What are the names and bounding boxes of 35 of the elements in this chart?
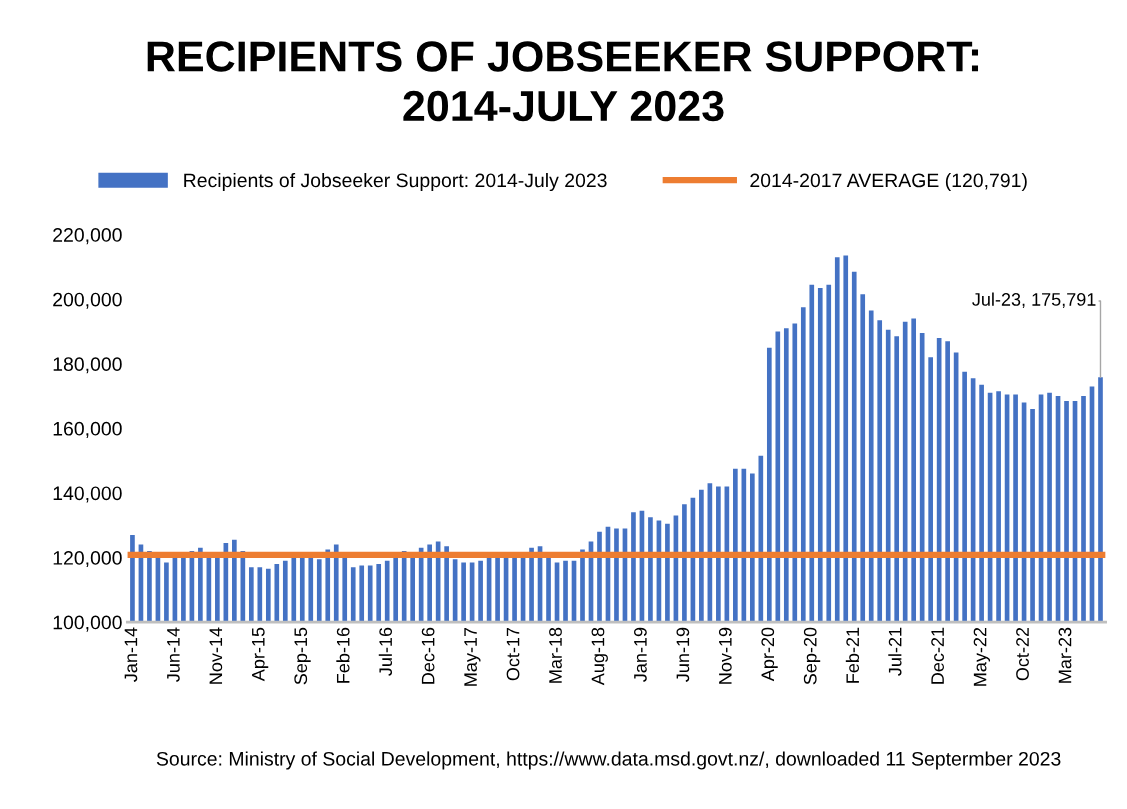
x-tick-label: Apr-15 [252,627,269,682]
x-tick-label: Feb-16 [336,627,350,683]
x-tick-label: Apr-20 [761,627,778,682]
x-tick-label: Jan-14 [124,627,138,682]
x-tick-label: Dec-16 [421,627,435,684]
y-tick-label: 140,000 [53,486,122,503]
x-tick-label: Nov-14 [209,627,223,684]
x-tick-label: Mar-23 [1058,627,1072,683]
y-tick-label: 220,000 [53,228,122,245]
y-tick-label: 100,000 [53,615,122,632]
data-label: Jul-23, 175,791 [972,292,1096,308]
x-tick-label: Aug-18 [591,627,608,686]
source-note: Source: Ministry of Social Development, https://www.data.msd.govt.nz/, downloaded 11 Septermber 2023 [156,751,1061,770]
x-tick-label: Oct-17 [506,627,520,681]
x-tick-label: Oct-22 [1016,627,1029,681]
x-tick-label: Jul-16 [378,627,393,676]
x-tick-label: Jun-14 [167,627,180,682]
x-tick-label: May-22 [973,627,991,686]
y-tick-label: 160,000 [53,421,122,438]
chart-title: RECIPIENTS OF JOBSEEKER SUPPORT: 2014-JULY 2023 [147,41,979,122]
x-tick-label: Jul-21 [888,627,902,676]
x-tick-label: Jun-19 [676,627,690,682]
y-tick-label: 200,000 [53,292,122,309]
y-tick-label: 180,000 [53,357,122,374]
x-tick-label: May-17 [464,627,481,686]
x-tick-label: Mar-18 [549,627,562,683]
x-tick-label: Sep-20 [803,627,821,685]
x-tick-label: Jan-19 [634,627,647,682]
x-tick-label: Sep-15 [294,627,311,685]
x-tick-label: Feb-21 [845,627,860,683]
legend-label: 2014-2017 AVERAGE (120,791) [750,172,1027,192]
legend-label: Recipients of Jobseeker Support: 2014-July 2023 [184,172,607,192]
y-tick-label: 120,000 [53,551,122,568]
x-tick-label: Nov-19 [718,627,732,684]
x-tick-label: Dec-21 [931,627,944,684]
